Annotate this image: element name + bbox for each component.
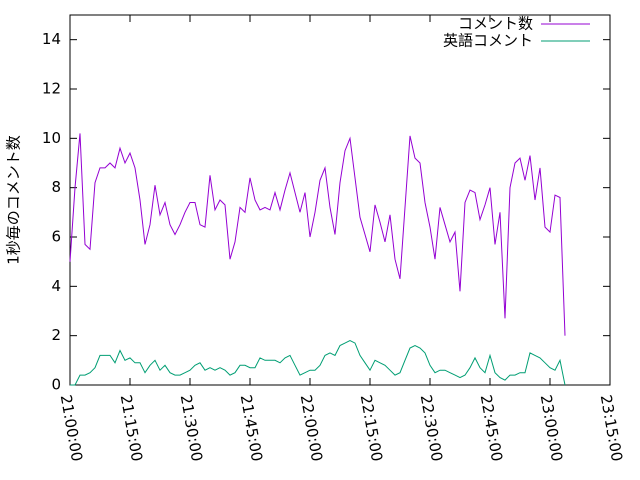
series-line (69, 133, 566, 336)
series-line (70, 340, 566, 386)
y-tick-label: 10 (42, 129, 61, 147)
legend-label: 英語コメント (443, 32, 533, 50)
x-tick-label: 21:30:00 (177, 393, 206, 462)
y-tick-label: 0 (51, 376, 61, 394)
x-tick-label: 21:45:00 (237, 393, 266, 462)
legend-label: コメント数 (458, 15, 533, 33)
x-tick-label: 22:45:00 (477, 393, 506, 462)
x-tick-label: 23:15:00 (597, 393, 626, 462)
x-tick-label: 21:00:00 (57, 393, 86, 462)
x-tick-label: 22:15:00 (357, 393, 386, 462)
y-tick-label: 14 (42, 30, 61, 48)
y-tick-label: 4 (51, 277, 61, 295)
plot-frame (69, 14, 611, 386)
x-tick-label: 22:00:00 (297, 393, 326, 462)
x-tick-label: 23:00:00 (537, 393, 566, 462)
y-tick-label: 8 (51, 178, 61, 196)
y-axis-label: 1秒毎のコメント数 (5, 135, 23, 265)
y-tick-label: 2 (51, 326, 61, 344)
x-tick-label: 22:30:00 (417, 393, 446, 462)
y-tick-label: 6 (51, 228, 61, 246)
y-tick-label: 12 (42, 80, 61, 98)
x-tick-label: 21:15:00 (117, 393, 146, 462)
